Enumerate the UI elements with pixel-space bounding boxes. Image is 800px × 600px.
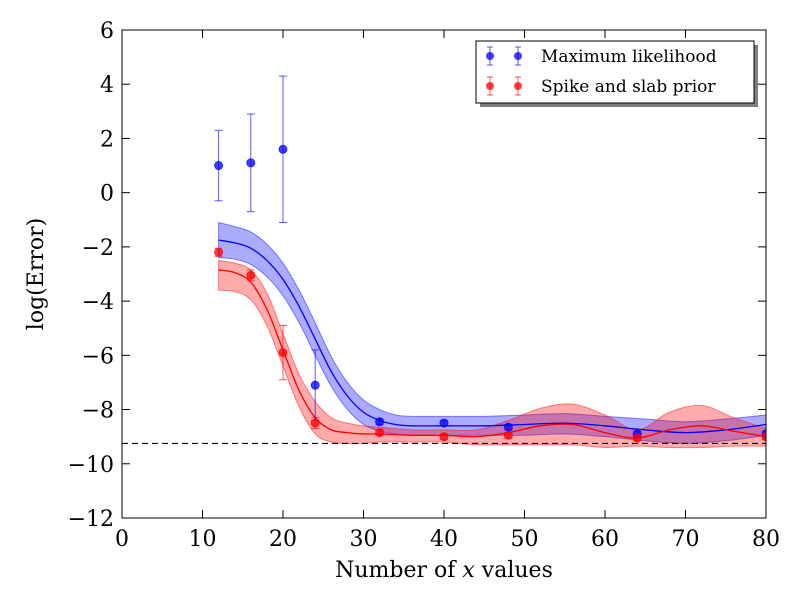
- y-tick-label-9: 6: [100, 19, 114, 44]
- series-1-point-2: [278, 348, 288, 358]
- x-tick-label-0: 0: [115, 527, 129, 552]
- x-tick-label-1: 10: [189, 527, 217, 552]
- y-axis-title: log(Error): [24, 218, 49, 330]
- series-0-point-3: [310, 380, 320, 390]
- legend-0-marker-0: [486, 52, 494, 60]
- y-tick-label-6: 0: [100, 182, 114, 207]
- y-tick-label-1: −10: [68, 453, 114, 478]
- plot-area: [122, 75, 766, 449]
- y-tick-label-0: −12: [68, 507, 114, 532]
- series-1-point-3: [310, 418, 320, 428]
- x-tick-label-5: 50: [511, 527, 539, 552]
- y-tick-label-7: 2: [100, 127, 114, 152]
- series-0-point-2: [278, 144, 288, 154]
- series-1-point-1: [246, 270, 256, 280]
- y-tick-label-3: −6: [82, 344, 114, 369]
- series-0-point-0: [214, 161, 224, 171]
- x-tick-label-6: 60: [591, 527, 619, 552]
- x-tick-label-8: 80: [752, 527, 780, 552]
- series-0-point-5: [439, 418, 449, 428]
- series-0-point-6: [503, 422, 513, 432]
- series-0-fit-line: [218, 239, 766, 434]
- x-tick-label-2: 20: [269, 527, 297, 552]
- legend-label-0: Maximum likelihood: [541, 47, 717, 67]
- x-axis-title: Number of x values: [335, 558, 553, 583]
- series-1-uncertainty-band: [218, 259, 766, 449]
- series-0-point-1: [246, 158, 256, 168]
- legend-1-marker-1: [514, 82, 522, 90]
- series-1-point-4: [375, 428, 385, 438]
- y-tick-label-5: −2: [82, 236, 114, 261]
- y-tick-label-4: −4: [82, 290, 114, 315]
- legend-0-marker-1: [514, 52, 522, 60]
- series-1-point-7: [632, 433, 642, 443]
- series-0-uncertainty-band: [218, 221, 766, 444]
- series-1-point-0: [214, 247, 224, 257]
- x-axis-title-variable: x: [462, 558, 475, 583]
- x-tick-label-3: 30: [350, 527, 378, 552]
- x-axis-title-suffix: values: [475, 558, 553, 583]
- y-tick-label-8: 4: [100, 73, 114, 98]
- x-axis-title-prefix: Number of: [335, 558, 462, 583]
- series-1-point-8: [761, 432, 766, 442]
- series-0-point-4: [375, 417, 385, 427]
- x-tick-label-7: 70: [672, 527, 700, 552]
- legend-box: [475, 40, 755, 104]
- series-1-fit-line: [218, 269, 766, 439]
- legend-label-1: Spike and slab prior: [541, 77, 716, 97]
- series-1-point-6: [503, 430, 513, 440]
- axis-ticks: 0 10 20 30 40 50 60 70 80 −12 −10 −8 −6 −4 −2 0 2 4 6: [68, 19, 780, 552]
- y-tick-label-2: −8: [82, 399, 114, 424]
- x-tick-label-4: 40: [430, 527, 458, 552]
- legend-1-marker-0: [486, 82, 494, 90]
- legend: Maximum likelihood Spike and slab prior: [475, 40, 758, 107]
- series-1-point-5: [439, 432, 449, 442]
